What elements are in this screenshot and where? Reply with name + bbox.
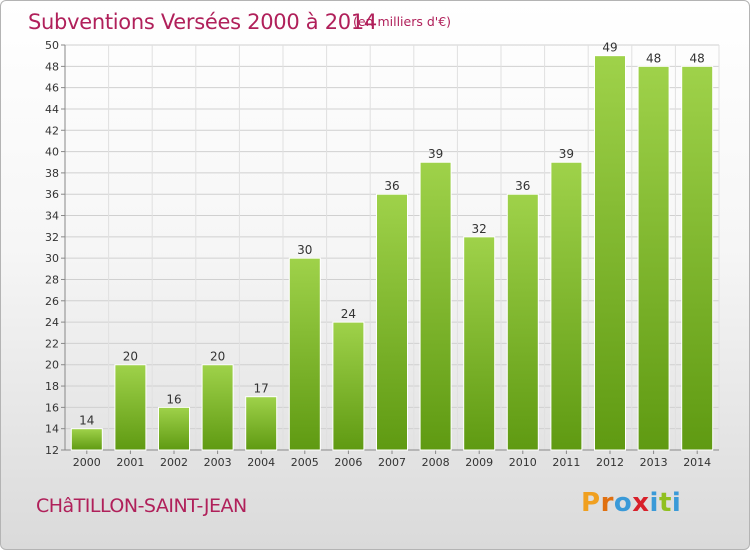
bars <box>70 55 714 451</box>
x-tick-label-2012: 2012 <box>596 456 624 469</box>
data-label-2001: 20 <box>123 350 138 364</box>
bar-2005 <box>288 257 321 451</box>
data-label-2008: 39 <box>428 147 443 161</box>
bar-2010 <box>506 193 539 451</box>
x-tick-label-2003: 2003 <box>204 456 232 469</box>
chart-subtitle: (en milliers d'€) <box>353 14 452 29</box>
y-tick-label: 30 <box>45 252 59 265</box>
y-tick-label: 16 <box>45 401 59 414</box>
y-tick-label: 12 <box>45 444 59 457</box>
y-tick-label: 24 <box>45 316 59 329</box>
data-label-2007: 36 <box>384 179 399 193</box>
data-label-2011: 39 <box>559 147 574 161</box>
y-tick-label: 18 <box>45 380 59 393</box>
data-label-2012: 49 <box>602 41 617 55</box>
data-label-2005: 30 <box>297 243 312 257</box>
logo-letter: o <box>613 488 633 518</box>
y-tick-label: 26 <box>45 295 59 308</box>
axes: 12 14 16 18 20 22 24 26 28 30 32 34 36 38 40 42 44 46 48 50… <box>45 39 719 469</box>
y-tick-label: 42 <box>45 124 59 137</box>
x-tick-label-2001: 2001 <box>116 456 144 469</box>
x-tick-label-2007: 2007 <box>378 456 406 469</box>
x-tick-label-2014: 2014 <box>683 456 711 469</box>
y-tick-label: 48 <box>45 60 59 73</box>
y-tick-label: 32 <box>45 231 59 244</box>
bar-2006 <box>332 321 365 451</box>
data-label-2006: 24 <box>341 307 356 321</box>
bar-2011 <box>550 161 583 451</box>
bar-2001 <box>114 364 147 451</box>
x-tick-label-2000: 2000 <box>73 456 101 469</box>
logo-letter: t <box>658 488 672 518</box>
y-tick-label: 38 <box>45 167 59 180</box>
chart-title: Subventions Versées 2000 à 2014 <box>28 10 377 34</box>
x-tick-label-2002: 2002 <box>160 456 188 469</box>
y-tick-label: 22 <box>45 337 59 350</box>
bar-2004 <box>245 396 278 451</box>
x-tick-label-2009: 2009 <box>465 456 493 469</box>
x-tick-label-2011: 2011 <box>552 456 580 469</box>
y-tick-label: 20 <box>45 359 59 372</box>
x-tick-label-2010: 2010 <box>509 456 537 469</box>
y-tick-label: 14 <box>45 423 59 436</box>
y-tick-label: 44 <box>45 103 59 116</box>
logo-letter: i <box>671 488 682 518</box>
x-tick-label-2004: 2004 <box>247 456 275 469</box>
y-tick-label: 36 <box>45 188 59 201</box>
bar-2008 <box>419 161 452 451</box>
bar-2014 <box>681 65 714 451</box>
logo-letter: P <box>581 488 601 518</box>
y-tick-label: 50 <box>45 39 59 52</box>
x-tick-label-2013: 2013 <box>640 456 668 469</box>
logo-letter: x <box>632 488 650 518</box>
data-label-2013: 48 <box>646 51 661 65</box>
bar-2007 <box>376 193 408 451</box>
data-label-2002: 16 <box>166 392 181 406</box>
y-tick-label: 40 <box>45 146 59 159</box>
x-tick-label-2006: 2006 <box>334 456 362 469</box>
logo-letter: r <box>600 488 614 518</box>
data-label-2003: 20 <box>210 350 225 364</box>
data-label-2004: 17 <box>254 382 269 396</box>
bar-2002 <box>158 406 190 451</box>
data-label-2009: 32 <box>472 222 487 236</box>
data-labels: 14 20 16 20 17 30 24 36 39 32 36 39 49 48 48 <box>79 41 705 428</box>
data-label-2014: 48 <box>690 51 705 65</box>
y-tick-label: 34 <box>45 210 59 223</box>
x-tick-label-2008: 2008 <box>422 456 450 469</box>
logo-letter: i <box>649 488 659 518</box>
bar-2013 <box>637 65 670 451</box>
x-tick-label-2005: 2005 <box>291 456 319 469</box>
data-label-2000: 14 <box>79 414 94 428</box>
y-tick-label: 28 <box>45 273 59 286</box>
bar-2003 <box>201 364 234 451</box>
bar-2012 <box>594 55 626 451</box>
y-tick-label: 46 <box>45 82 59 95</box>
proxiti-logo: Proxiti <box>581 488 681 518</box>
commune-name: CHâTILLON-SAINT-JEAN <box>36 495 247 517</box>
bar-2009 <box>463 236 496 451</box>
data-label-2010: 36 <box>515 179 530 193</box>
bar-2000 <box>70 428 103 451</box>
